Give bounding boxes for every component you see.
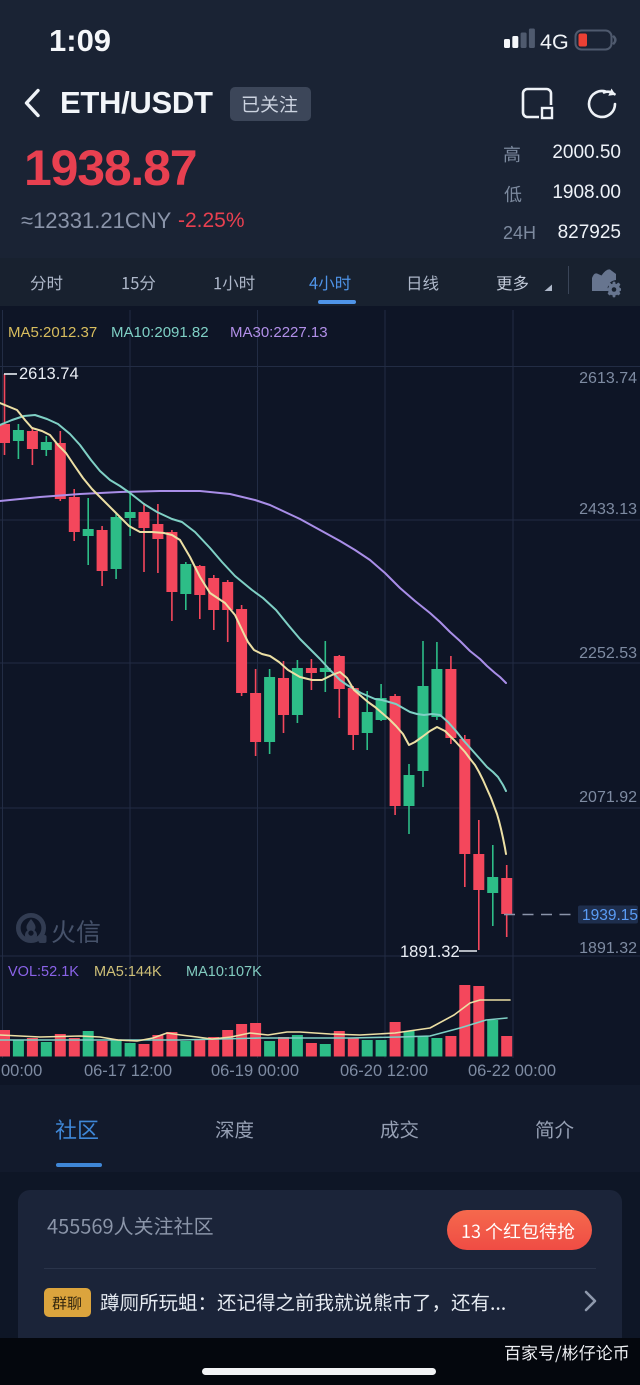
svg-text:MA5:144K: MA5:144K bbox=[94, 964, 162, 980]
svg-text:2071.92: 2071.92 bbox=[579, 789, 637, 806]
svg-text:1891.32: 1891.32 bbox=[400, 943, 460, 961]
svg-text:00:00: 00:00 bbox=[1, 1062, 42, 1080]
svg-text:2613.74: 2613.74 bbox=[579, 370, 637, 387]
svg-text:06-22 00:00: 06-22 00:00 bbox=[468, 1062, 556, 1080]
svg-text:2613.74: 2613.74 bbox=[19, 365, 79, 383]
svg-text:MA10:2091.82: MA10:2091.82 bbox=[111, 324, 209, 341]
svg-text:VOL:52.1K: VOL:52.1K bbox=[8, 964, 79, 980]
svg-text:2433.13: 2433.13 bbox=[579, 501, 637, 518]
svg-text:1891.32: 1891.32 bbox=[579, 940, 637, 957]
svg-text:1939.15: 1939.15 bbox=[582, 907, 638, 924]
svg-text:06-20 12:00: 06-20 12:00 bbox=[340, 1062, 428, 1080]
svg-text:06-17 12:00: 06-17 12:00 bbox=[84, 1062, 172, 1080]
svg-text:MA10:107K: MA10:107K bbox=[186, 964, 262, 980]
svg-text:06-19 00:00: 06-19 00:00 bbox=[211, 1062, 299, 1080]
svg-text:4G: 4G bbox=[540, 30, 569, 52]
svg-text:2252.53: 2252.53 bbox=[579, 645, 637, 662]
svg-text:MA30:2227.13: MA30:2227.13 bbox=[230, 324, 328, 341]
svg-text:MA5:2012.37: MA5:2012.37 bbox=[8, 324, 97, 341]
